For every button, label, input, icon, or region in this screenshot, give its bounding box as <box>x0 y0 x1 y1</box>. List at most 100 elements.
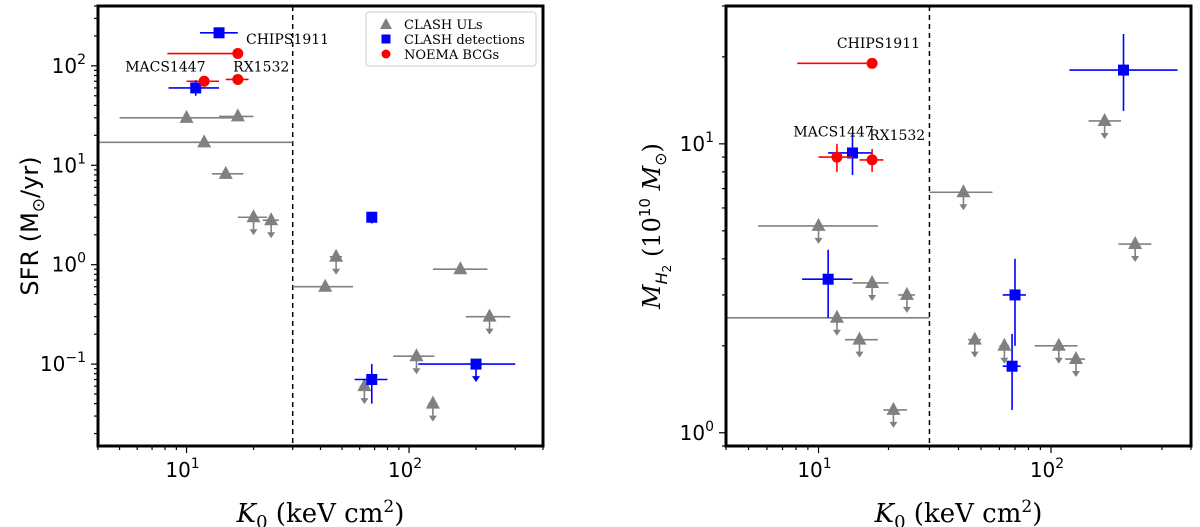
circle-marker <box>232 73 244 85</box>
data-point <box>967 331 982 358</box>
x-axis: 101 102 <box>97 446 544 482</box>
square-marker <box>822 273 834 285</box>
data-point <box>859 148 884 172</box>
legend-box <box>365 11 537 67</box>
y-axis-label: MH2 (1010 M⊙) <box>636 143 674 310</box>
square-marker <box>366 373 378 385</box>
triangle-marker <box>967 331 982 345</box>
data-point <box>1088 112 1122 139</box>
triangle-marker <box>453 261 468 275</box>
upper-limit-arrowhead <box>249 229 258 236</box>
triangle-marker <box>482 308 497 322</box>
triangle-marker <box>997 337 1012 351</box>
triangle-marker <box>357 378 372 392</box>
upper-limit-arrowhead <box>814 237 823 244</box>
plot-area <box>98 6 516 446</box>
y-tick-label: 102 <box>52 52 86 78</box>
series-clash-uls <box>98 108 511 422</box>
triangle-marker <box>811 217 826 231</box>
data-point <box>818 143 853 172</box>
triangle-marker <box>264 212 279 226</box>
triangle-marker <box>852 331 867 345</box>
triangle-marker <box>956 184 971 198</box>
y-axis: 100 101 <box>680 5 726 447</box>
y-tick-label: 100 <box>680 419 714 445</box>
upper-limit-arrowhead <box>1000 357 1009 364</box>
y-tick-label: 101 <box>52 151 86 177</box>
data-point <box>898 286 916 313</box>
data-point <box>758 217 878 244</box>
upper-limit-arrowhead <box>868 294 877 301</box>
data-point <box>1002 258 1026 346</box>
triangle-marker <box>1128 236 1143 250</box>
data-point <box>1065 351 1085 378</box>
series-clash-detections <box>802 33 1178 410</box>
x-tick-label: 101 <box>797 456 831 482</box>
data-point <box>357 378 372 405</box>
data-point <box>225 73 249 85</box>
data-point <box>237 209 268 236</box>
data-point <box>168 80 220 96</box>
circle-marker <box>831 151 843 163</box>
square-marker <box>1009 289 1021 301</box>
data-point <box>354 364 388 404</box>
triangle-marker <box>318 278 333 292</box>
circle-marker <box>866 154 878 166</box>
series-clash-detections <box>168 27 516 404</box>
triangle-marker <box>1068 351 1083 365</box>
plot-area <box>726 6 1178 446</box>
upper-limit-arrowhead <box>959 204 968 211</box>
circle-marker <box>198 75 210 87</box>
series-clash-uls <box>726 112 1152 428</box>
data-point <box>1118 236 1152 263</box>
triangle-marker <box>246 209 261 223</box>
upper-limit-arrowhead <box>832 329 841 336</box>
legend-label: CLASH detections <box>404 33 525 48</box>
data-point <box>200 27 238 39</box>
data-point <box>393 348 435 375</box>
data-point <box>186 75 220 87</box>
upper-limit-arrowhead <box>1071 371 1080 378</box>
data-point <box>219 108 254 122</box>
annotation-rx1532: RX1532 <box>869 128 925 144</box>
data-point <box>119 109 244 123</box>
upper-limit-arrowhead <box>855 351 864 358</box>
annotation-chips1911: CHIPS1911 <box>246 32 329 48</box>
triangle-marker <box>425 395 440 409</box>
annotation-rx1532: RX1532 <box>233 59 289 75</box>
upper-limit-arrowhead <box>267 232 276 239</box>
x-axis: 101 102 <box>725 446 1192 482</box>
data-point <box>167 48 244 60</box>
square-marker <box>190 82 202 94</box>
triangle-marker <box>899 286 914 300</box>
data-point <box>797 57 878 69</box>
triangle-marker <box>886 401 901 415</box>
series-noema-bcgs <box>167 48 249 87</box>
upper-limit-arrowhead <box>485 328 494 335</box>
upper-limit-arrowhead <box>1131 256 1140 263</box>
square-marker <box>1118 64 1130 76</box>
data-point <box>98 134 293 148</box>
data-point <box>852 274 889 301</box>
data-point <box>997 337 1012 364</box>
data-point <box>432 261 488 275</box>
upper-limit-arrowhead <box>1100 132 1109 139</box>
triangle-marker <box>829 309 844 323</box>
upper-limit-arrowhead <box>1054 357 1063 364</box>
triangle-marker <box>197 134 212 148</box>
triangle-marker <box>1097 112 1112 126</box>
x-tick-label: 101 <box>165 456 199 482</box>
triangle-marker <box>1051 337 1066 351</box>
upper-limit-arrowhead <box>970 351 979 358</box>
triangle-marker <box>409 348 424 362</box>
upper-limit-arrowhead <box>332 268 341 275</box>
legend-circle-marker <box>381 49 391 59</box>
upper-limit-arrowhead <box>889 421 898 428</box>
upper-limit-arrowhead <box>472 376 481 383</box>
y-tick-label: 101 <box>680 130 714 156</box>
data-point <box>1002 333 1021 410</box>
upper-limit-arrowhead <box>428 415 437 422</box>
data-point <box>366 211 378 224</box>
